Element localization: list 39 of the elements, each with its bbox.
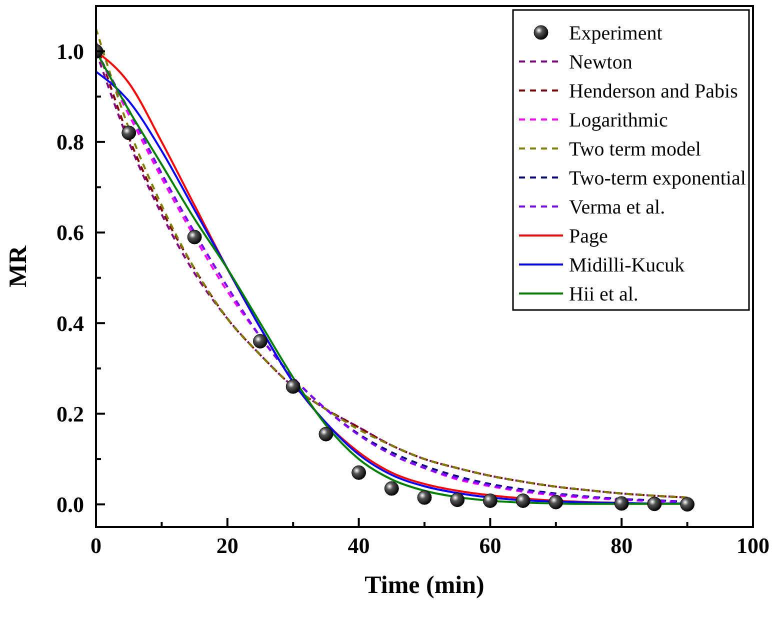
legend-label: Newton [569, 52, 632, 74]
point [352, 465, 366, 480]
y-tick-label: 1.0 [56, 39, 84, 64]
y-tick-label: 0.0 [56, 492, 84, 518]
y-axis-title: MR [5, 244, 32, 288]
point [548, 494, 564, 510]
point [647, 496, 662, 512]
x-tick-label: 60 [479, 533, 502, 558]
legend-label: Two term model [569, 138, 702, 160]
point [122, 126, 136, 140]
x-axis-title: Time (min) [364, 572, 484, 599]
point [680, 497, 695, 512]
point [286, 379, 300, 394]
x-tick-label: 0 [90, 533, 102, 558]
point [614, 496, 629, 511]
legend-label: Experiment [569, 22, 663, 44]
legend-label: Two-term exponential [569, 168, 746, 190]
point [417, 490, 432, 505]
legend-label: Page [569, 226, 608, 248]
legend-label: Hii et al. [569, 284, 638, 306]
point [516, 493, 530, 508]
y-tick-label: 0.6 [56, 220, 84, 246]
legend-label: Verma et al. [569, 196, 666, 218]
y-tick-label: 0.2 [56, 401, 84, 426]
x-tick-label: 80 [610, 533, 633, 558]
point [318, 426, 334, 442]
x-tick-label: 20 [216, 533, 238, 558]
y-tick-label: 0.8 [56, 130, 84, 155]
point [253, 334, 268, 348]
legend-label: Logarithmic [569, 110, 668, 132]
point [187, 230, 202, 244]
point [450, 492, 465, 508]
legend-label: Henderson and Pabis [569, 80, 738, 102]
x-tick-label: 40 [348, 533, 370, 558]
y-tick-label: 0.4 [56, 310, 84, 336]
x-tick-label: 100 [736, 533, 770, 558]
point [482, 493, 498, 508]
legend-label: Midilli-Kucuk [569, 254, 685, 276]
point [384, 481, 399, 496]
